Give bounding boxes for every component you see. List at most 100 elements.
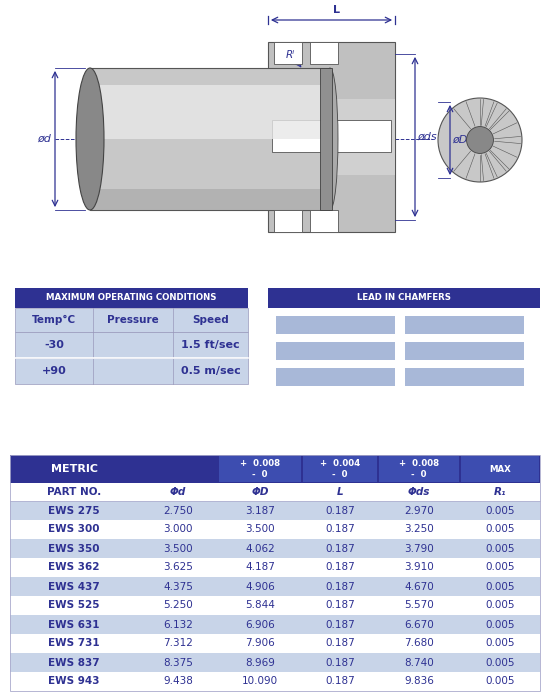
Bar (15, 332, 248, 358)
Text: Φd: Φd (170, 487, 186, 497)
Text: +  0.008
-  0: + 0.008 - 0 (240, 459, 280, 480)
Text: 0.187: 0.187 (325, 657, 355, 668)
Text: øD: øD (452, 135, 468, 145)
Bar (268, 288, 540, 308)
Text: 3.250: 3.250 (404, 525, 434, 535)
Text: 3.000: 3.000 (163, 525, 192, 535)
Bar (461, 456, 539, 482)
Bar (219, 456, 301, 482)
Text: Speed: Speed (192, 315, 229, 325)
Bar (405, 316, 524, 334)
Bar (274, 42, 302, 64)
Text: 0.005: 0.005 (485, 677, 515, 687)
Text: +  0.008
-  0: + 0.008 - 0 (399, 459, 439, 480)
Text: ΦD: ΦD (251, 487, 269, 497)
Bar (90, 85, 330, 139)
Text: Temp°C: Temp°C (32, 315, 76, 325)
Text: 3.790: 3.790 (404, 544, 434, 553)
Text: 9.836: 9.836 (404, 677, 434, 687)
Text: øds: øds (417, 132, 437, 142)
Text: 6.670: 6.670 (404, 620, 434, 629)
Bar (15, 358, 248, 384)
Text: 0.187: 0.187 (325, 620, 355, 629)
Bar (10, 455, 540, 691)
Text: 0.5 m/sec: 0.5 m/sec (180, 366, 240, 376)
Bar (10, 672, 540, 691)
Text: 4.375: 4.375 (163, 581, 193, 592)
Text: 0.187: 0.187 (325, 544, 355, 553)
Bar (15, 308, 248, 332)
Text: EWS 362: EWS 362 (48, 562, 100, 572)
Text: 0.187: 0.187 (325, 581, 355, 592)
Bar (274, 210, 302, 232)
Text: EWS 731: EWS 731 (48, 638, 100, 648)
Text: Φds: Φds (408, 487, 430, 497)
Text: 0.005: 0.005 (485, 525, 515, 535)
Ellipse shape (322, 68, 338, 210)
Text: +  0.004
-  0: + 0.004 - 0 (320, 459, 360, 480)
Text: 3.910: 3.910 (404, 562, 434, 572)
Text: 3.500: 3.500 (163, 544, 193, 553)
Text: PART NO.: PART NO. (47, 487, 101, 497)
Text: 0.187: 0.187 (325, 677, 355, 687)
Text: R₁: R₁ (494, 487, 506, 497)
Bar (90, 68, 330, 210)
Text: 6.906: 6.906 (245, 620, 275, 629)
Text: 4.187: 4.187 (245, 562, 275, 572)
Text: -30: -30 (44, 340, 64, 350)
Bar (15, 288, 248, 308)
Text: 1.5 ft/sec: 1.5 ft/sec (181, 340, 240, 350)
Bar (10, 577, 540, 596)
Text: MAXIMUM OPERATING CONDITIONS: MAXIMUM OPERATING CONDITIONS (46, 293, 217, 302)
Text: +90: +90 (42, 366, 67, 376)
Bar (303, 456, 377, 482)
Bar (10, 558, 540, 577)
Text: 0.005: 0.005 (485, 657, 515, 668)
Text: 0.187: 0.187 (325, 601, 355, 611)
Text: ød: ød (37, 134, 51, 144)
Text: EWS 525: EWS 525 (48, 601, 100, 611)
Text: EWS 943: EWS 943 (48, 677, 100, 687)
Text: 5.844: 5.844 (245, 601, 275, 611)
Circle shape (466, 127, 493, 153)
Text: EWS 275: EWS 275 (48, 505, 100, 516)
Text: L: L (337, 487, 343, 497)
Text: MAX: MAX (489, 464, 511, 473)
Bar (276, 316, 395, 334)
Bar (268, 42, 395, 232)
Text: 3.500: 3.500 (245, 525, 275, 535)
Bar (10, 520, 540, 539)
Bar (405, 342, 524, 360)
Text: 0.187: 0.187 (325, 562, 355, 572)
Text: EWS 350: EWS 350 (48, 544, 100, 553)
Text: 0.005: 0.005 (485, 544, 515, 553)
Bar (379, 456, 459, 482)
Text: L: L (333, 5, 340, 15)
Text: LEAD IN CHAMFERS: LEAD IN CHAMFERS (357, 293, 451, 302)
Text: 8.969: 8.969 (245, 657, 275, 668)
Bar (10, 596, 540, 615)
Text: Pressure: Pressure (107, 315, 159, 325)
Bar (320, 68, 332, 210)
Text: 8.375: 8.375 (163, 657, 193, 668)
Text: Rᴵ: Rᴵ (285, 50, 295, 60)
Text: 0.005: 0.005 (485, 620, 515, 629)
Bar (10, 653, 540, 672)
Text: 4.906: 4.906 (245, 581, 275, 592)
Text: METRIC: METRIC (51, 464, 97, 474)
Text: 2.970: 2.970 (404, 505, 434, 516)
Ellipse shape (76, 68, 104, 210)
Text: 7.906: 7.906 (245, 638, 275, 648)
Text: 0.005: 0.005 (485, 581, 515, 592)
Bar (10, 539, 540, 558)
Text: 5.250: 5.250 (163, 601, 193, 611)
Bar (276, 368, 395, 386)
Bar (10, 634, 540, 653)
Text: 3.187: 3.187 (245, 505, 275, 516)
Text: 9.438: 9.438 (163, 677, 193, 687)
Bar (268, 99, 395, 175)
Text: EWS 437: EWS 437 (48, 581, 100, 592)
Text: 5.570: 5.570 (404, 601, 434, 611)
Bar (10, 615, 540, 634)
Text: 0.005: 0.005 (485, 638, 515, 648)
